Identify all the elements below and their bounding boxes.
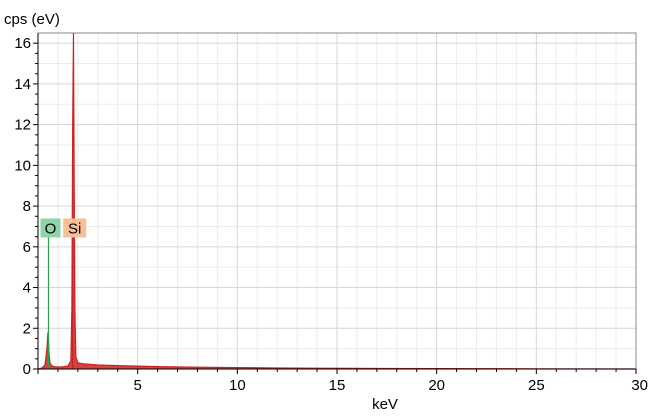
y-tick-label: 6 [23,239,31,256]
x-axis-label: keV [372,396,398,412]
axes: 0 2 4 6 8 10 12 14 16 5 10 15 20 25 30 [14,32,648,394]
y-tick-label: 16 [14,35,31,52]
element-label-bg-si [63,218,87,238]
grid [38,33,636,369]
y-tick-label: 14 [14,76,31,93]
y-tick-label: 10 [14,157,31,174]
y-tick-label: 8 [23,198,31,215]
element-markers: O Si [40,218,87,369]
x-tick-label: 20 [428,377,445,394]
x-tick-label: 25 [528,377,545,394]
element-label-bg-o [40,218,61,238]
x-tick-label: 30 [631,377,648,394]
x-tick-label: 5 [133,377,141,394]
x-tick-label: 10 [229,377,246,394]
y-tick-label: 2 [23,320,31,337]
y-axis-label: cps (eV) [4,11,60,28]
x-tick-label: 15 [329,377,346,394]
y-tick-label: 0 [23,361,31,378]
element-label-o: O [45,220,57,237]
y-tick-label: 12 [14,117,31,134]
y-tick-label: 4 [23,280,31,297]
element-label-si: Si [68,220,81,237]
